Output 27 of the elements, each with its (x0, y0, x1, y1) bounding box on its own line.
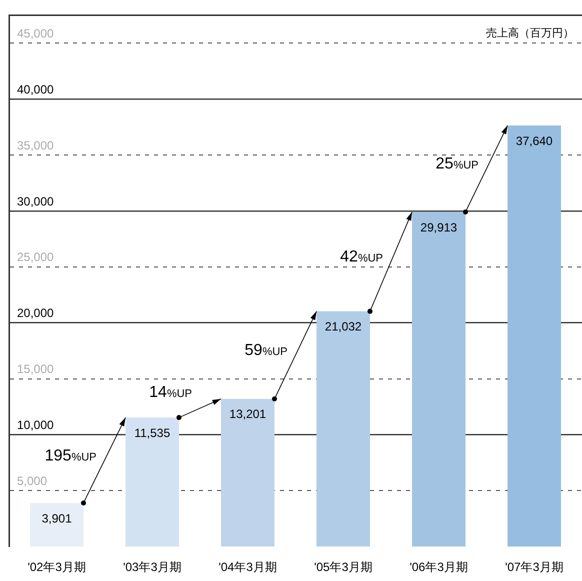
y-tick-label: 20,000 (17, 306, 54, 320)
data-label: 21,032 (324, 320, 362, 334)
x-tick-label: '03年3月期 (123, 560, 182, 574)
x-tick-label: '05年3月期 (314, 560, 372, 574)
annotation: 14%UP (149, 384, 192, 401)
data-label: 13,201 (229, 407, 266, 422)
x-tick-label: '06年3月期 (410, 560, 468, 574)
y-tick-label: 25,000 (17, 250, 54, 264)
annotation: 59%UP (244, 342, 288, 360)
annotation: 195%UP (44, 447, 96, 464)
y-tick-label: 45,000 (17, 26, 54, 40)
x-tick-label: '07年3月期 (505, 560, 564, 574)
annotation: 42%UP (340, 248, 383, 266)
y-tick-label: 40,000 (17, 82, 54, 96)
y-tick-label: 5,000 (17, 474, 48, 488)
x-tick-label: '04年3月期 (218, 560, 277, 574)
y-axis-title: 売上高（百万円） (486, 26, 574, 40)
data-label: 37,640 (516, 134, 553, 148)
annotation: 25%UP (436, 156, 478, 173)
y-tick-label: 35,000 (17, 138, 54, 152)
data-label: 11,535 (134, 426, 170, 440)
x-tick-label: '02年3月期 (28, 560, 86, 574)
data-label: 29,913 (420, 220, 458, 234)
y-tick-label: 30,000 (17, 194, 54, 208)
data-label: 3,901 (42, 511, 72, 526)
y-tick-label: 15,000 (17, 362, 54, 376)
y-tick-label: 10,000 (17, 418, 54, 432)
